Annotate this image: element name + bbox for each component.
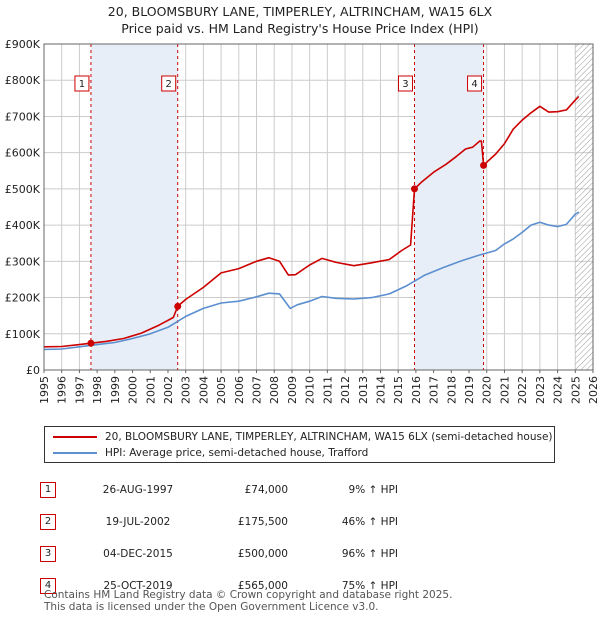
sale-band [414, 44, 484, 370]
sale-badge: 3 [40, 546, 56, 562]
y-tick-label: £900K [5, 38, 41, 51]
sale-hpi-change: 9% ↑ HPI [348, 484, 398, 496]
y-tick-label: £500K [5, 183, 41, 196]
y-tick-label: £0 [26, 364, 40, 377]
x-tick-label: 2008 [268, 376, 281, 404]
hpi-line [43, 211, 580, 351]
sale-date: 19-JUL-2002 [105, 516, 171, 528]
x-tick-label: 2025 [569, 376, 582, 404]
x-tick-label: 2024 [552, 376, 565, 404]
x-tick-label: 1998 [91, 376, 104, 404]
x-tick-label: 1996 [56, 376, 69, 404]
sale-label-box [397, 75, 413, 92]
legend-item-hpi: HPI: Average price, semi-detached house,… [53, 446, 368, 460]
legend-item-property: 20, BLOOMSBURY LANE, TIMPERLEY, ALTRINCH… [53, 430, 553, 444]
x-tick-label: 1995 [38, 376, 51, 404]
x-tick-label: 2021 [498, 376, 511, 404]
property-line [43, 95, 580, 348]
sale-label-number: 1 [79, 79, 85, 90]
sale-date: 25-OCT-2019 [103, 580, 173, 592]
x-tick-label: 2026 [587, 376, 600, 404]
sale-date: 26-AUG-1997 [102, 484, 174, 496]
x-tick-label: 2012 [339, 376, 352, 404]
x-tick-label: 2007 [251, 376, 264, 404]
y-tick-label: £800K [5, 74, 41, 87]
sale-hpi-change: 75% ↑ HPI [341, 580, 398, 592]
sale-date: 04-DEC-2015 [103, 548, 173, 560]
footer-licence: This data is licensed under the Open Gov… [44, 601, 379, 613]
x-tick-label: 2018 [445, 376, 458, 404]
legend: 20, BLOOMSBURY LANE, TIMPERLEY, ALTRINCH… [44, 426, 555, 463]
x-tick-label: 2017 [428, 376, 441, 404]
x-tick-label: 2010 [304, 376, 317, 404]
x-tick-label: 2004 [197, 376, 210, 404]
x-tick-label: 2022 [516, 376, 529, 404]
plot-frame [43, 43, 594, 371]
x-tick-label: 1997 [73, 376, 86, 404]
sale-label-number: 3 [402, 79, 408, 90]
sale-point [410, 185, 418, 193]
legend-label-property: 20, BLOOMSBURY LANE, TIMPERLEY, ALTRINCH… [105, 431, 553, 443]
chart-title-line1: 20, BLOOMSBURY LANE, TIMPERLEY, ALTRINCH… [107, 4, 493, 19]
y-tick-label: £700K [5, 110, 41, 123]
axes: £0 £100K £200K £300K £400K £500K £600K £700K £80… [5, 38, 600, 404]
sale-hpi-change: 96% ↑ HPI [341, 548, 398, 560]
sale-point [87, 339, 95, 347]
footer-copyright: Contains HM Land Registry data © Crown c… [44, 589, 453, 601]
x-tick-label: 2000 [127, 376, 140, 404]
x-tick-label: 2001 [144, 376, 157, 404]
x-tick-label: 2014 [374, 376, 387, 404]
sale-price: £74,000 [244, 484, 288, 496]
chart-title-line2: Price paid vs. HM Land Registry's House … [121, 21, 479, 36]
y-tick-label: £600K [5, 147, 41, 160]
legend-swatch-hpi [53, 452, 97, 454]
sale-point [480, 161, 488, 169]
sale-bands [90, 44, 485, 370]
series-lines [43, 95, 580, 351]
legend-label-hpi: HPI: Average price, semi-detached house,… [105, 447, 369, 459]
sale-price: £500,000 [237, 548, 288, 560]
sale-label-box [161, 75, 177, 92]
sale-point [174, 302, 182, 310]
x-tick-label: 2020 [481, 376, 494, 404]
x-tick-label: 2023 [534, 376, 547, 404]
x-tick-label: 2016 [410, 376, 423, 404]
y-tick-label: £400K [5, 219, 41, 232]
y-tick-label: £100K [5, 328, 41, 341]
x-tick-label: 2002 [162, 376, 175, 404]
x-tick-label: 1999 [109, 376, 122, 404]
sale-hpi-change: 46% ↑ HPI [341, 516, 398, 528]
sale-price: £565,000 [237, 580, 288, 592]
sale-label-box [467, 75, 483, 92]
legend-swatch-property [53, 436, 97, 438]
x-tick-label: 2005 [215, 376, 228, 404]
x-tick-label: 2003 [180, 376, 193, 404]
x-tick-label: 2019 [463, 376, 476, 404]
sale-badge: 2 [40, 514, 56, 530]
sale-label-box [74, 75, 90, 92]
sale-price: £175,500 [237, 516, 288, 528]
sale-badge: 4 [40, 578, 56, 594]
sale-label-number: 4 [471, 79, 477, 90]
y-tick-label: £200K [5, 292, 41, 305]
x-tick-label: 2011 [321, 376, 334, 404]
y-tick-label: £300K [5, 255, 41, 268]
x-tick-label: 2015 [392, 376, 405, 404]
x-tick-label: 2006 [233, 376, 246, 404]
sales-table: 1 26-AUG-1997 £74,000 9% ↑ HPI 2 19-JUL-… [40, 474, 398, 602]
forecast-region [575, 44, 593, 370]
sale-markers: 1 2 3 4 [74, 75, 488, 347]
table-row: 3 04-DEC-2015 £500,000 96% ↑ HPI [40, 538, 398, 570]
table-row: 2 19-JUL-2002 £175,500 46% ↑ HPI [40, 506, 398, 538]
x-tick-label: 2009 [286, 376, 299, 404]
table-row: 1 26-AUG-1997 £74,000 9% ↑ HPI [40, 474, 398, 506]
sale-label-number: 2 [166, 79, 172, 90]
sale-badge: 1 [40, 482, 56, 498]
forecast-hatch [575, 44, 593, 370]
sale-band [90, 44, 178, 370]
table-row: 4 25-OCT-2019 £565,000 75% ↑ HPI [40, 570, 398, 602]
x-tick-label: 2013 [357, 376, 370, 404]
price-chart: 1 2 3 4 £0 £100K £200K £300K £400K £500K £600K £70… [5, 38, 600, 404]
